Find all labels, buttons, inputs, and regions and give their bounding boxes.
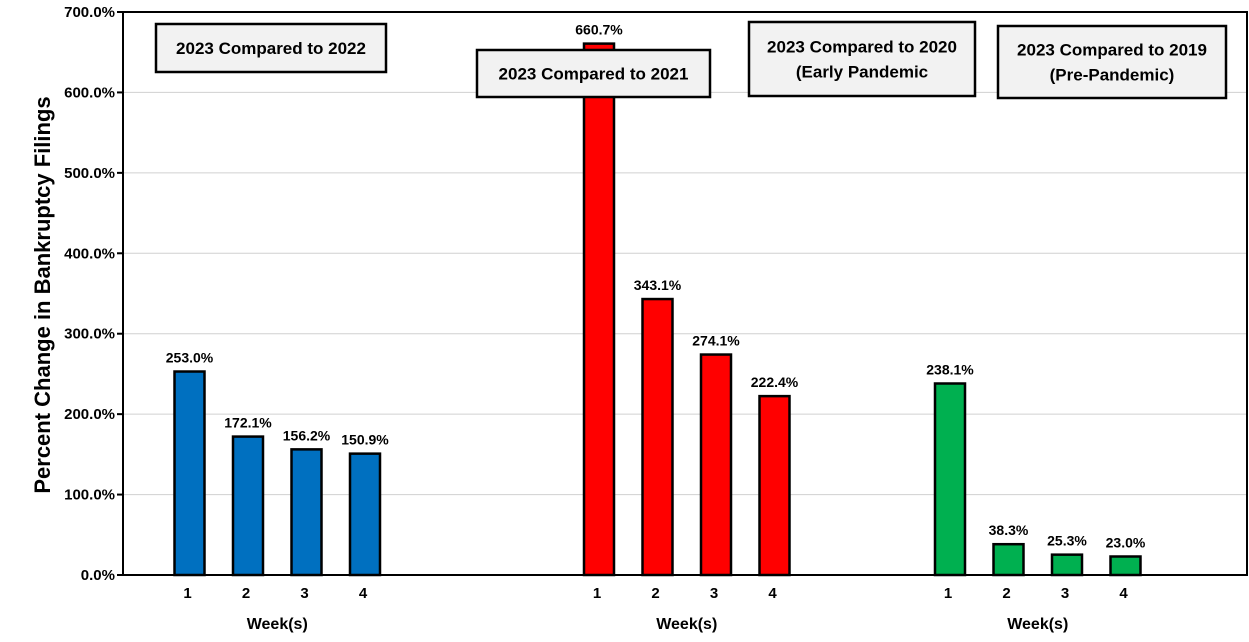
bar — [760, 396, 790, 575]
x-tick-label: 1 — [183, 585, 191, 602]
x-tick-label: 1 — [944, 585, 952, 602]
bar — [701, 355, 731, 575]
data-label: 274.1% — [692, 333, 740, 349]
group-title-box — [749, 22, 975, 96]
y-tick-label: 600.0% — [64, 84, 115, 101]
data-label: 150.9% — [341, 432, 389, 448]
y-tick-label: 0.0% — [81, 567, 115, 584]
y-tick-label: 400.0% — [64, 245, 115, 262]
group-title: 2023 Compared to 2021 — [499, 65, 689, 84]
bar — [935, 383, 965, 575]
x-axis-label: Week(s) — [1007, 616, 1068, 633]
x-tick-label: 4 — [768, 585, 777, 602]
y-tick-label: 200.0% — [64, 406, 115, 423]
group-title: (Pre-Pandemic) — [1050, 66, 1175, 85]
data-label: 38.3% — [989, 522, 1029, 538]
data-label: 238.1% — [926, 361, 974, 377]
data-label: 25.3% — [1047, 533, 1087, 549]
x-tick-label: 4 — [1119, 585, 1128, 602]
y-axis-label: Percent Change in Bankruptcy Filings — [30, 96, 55, 493]
x-tick-label: 2 — [651, 585, 659, 602]
group-title-boxes: 2023 Compared to 2022 2023 Compared to 20… — [156, 22, 1226, 98]
data-label: 660.7% — [575, 22, 623, 38]
x-tick-label: 3 — [1061, 585, 1069, 602]
x-tick-label: 1 — [593, 585, 601, 602]
x-tick-label: 2 — [1002, 585, 1010, 602]
y-tick-label: 300.0% — [64, 326, 115, 343]
x-tick-label: 3 — [300, 585, 308, 602]
bars-layer — [175, 44, 1249, 575]
y-tick-label: 500.0% — [64, 165, 115, 182]
group-title: 2023 Compared to 2020 — [767, 38, 957, 57]
bar — [1052, 555, 1082, 575]
x-axis-label: Week(s) — [656, 616, 717, 633]
data-label: 222.4% — [751, 374, 799, 390]
bar — [643, 299, 673, 575]
y-tick-label: 100.0% — [64, 487, 115, 504]
data-label: 23.0% — [1106, 535, 1146, 551]
group-title: (Early Pandemic — [796, 63, 928, 82]
group-title: 2023 Compared to 2019 — [1017, 41, 1207, 60]
y-tick-label: 700.0% — [64, 4, 115, 21]
x-tick-label: 3 — [710, 585, 718, 602]
data-label: 156.2% — [283, 427, 331, 443]
bar — [350, 454, 380, 575]
x-tick-label: 2 — [242, 585, 250, 602]
bar — [175, 372, 205, 575]
x-tick-label: 4 — [359, 585, 368, 602]
bar — [233, 437, 263, 575]
bar — [292, 449, 322, 575]
bar — [584, 44, 614, 575]
group-title-box — [998, 26, 1226, 98]
bar — [1111, 557, 1141, 575]
data-label: 343.1% — [634, 277, 682, 293]
data-label: 253.0% — [166, 350, 214, 366]
bar — [994, 544, 1024, 575]
data-label: 172.1% — [224, 415, 272, 431]
group-title: 2023 Compared to 2022 — [176, 39, 366, 58]
x-axis-label: Week(s) — [247, 616, 308, 633]
